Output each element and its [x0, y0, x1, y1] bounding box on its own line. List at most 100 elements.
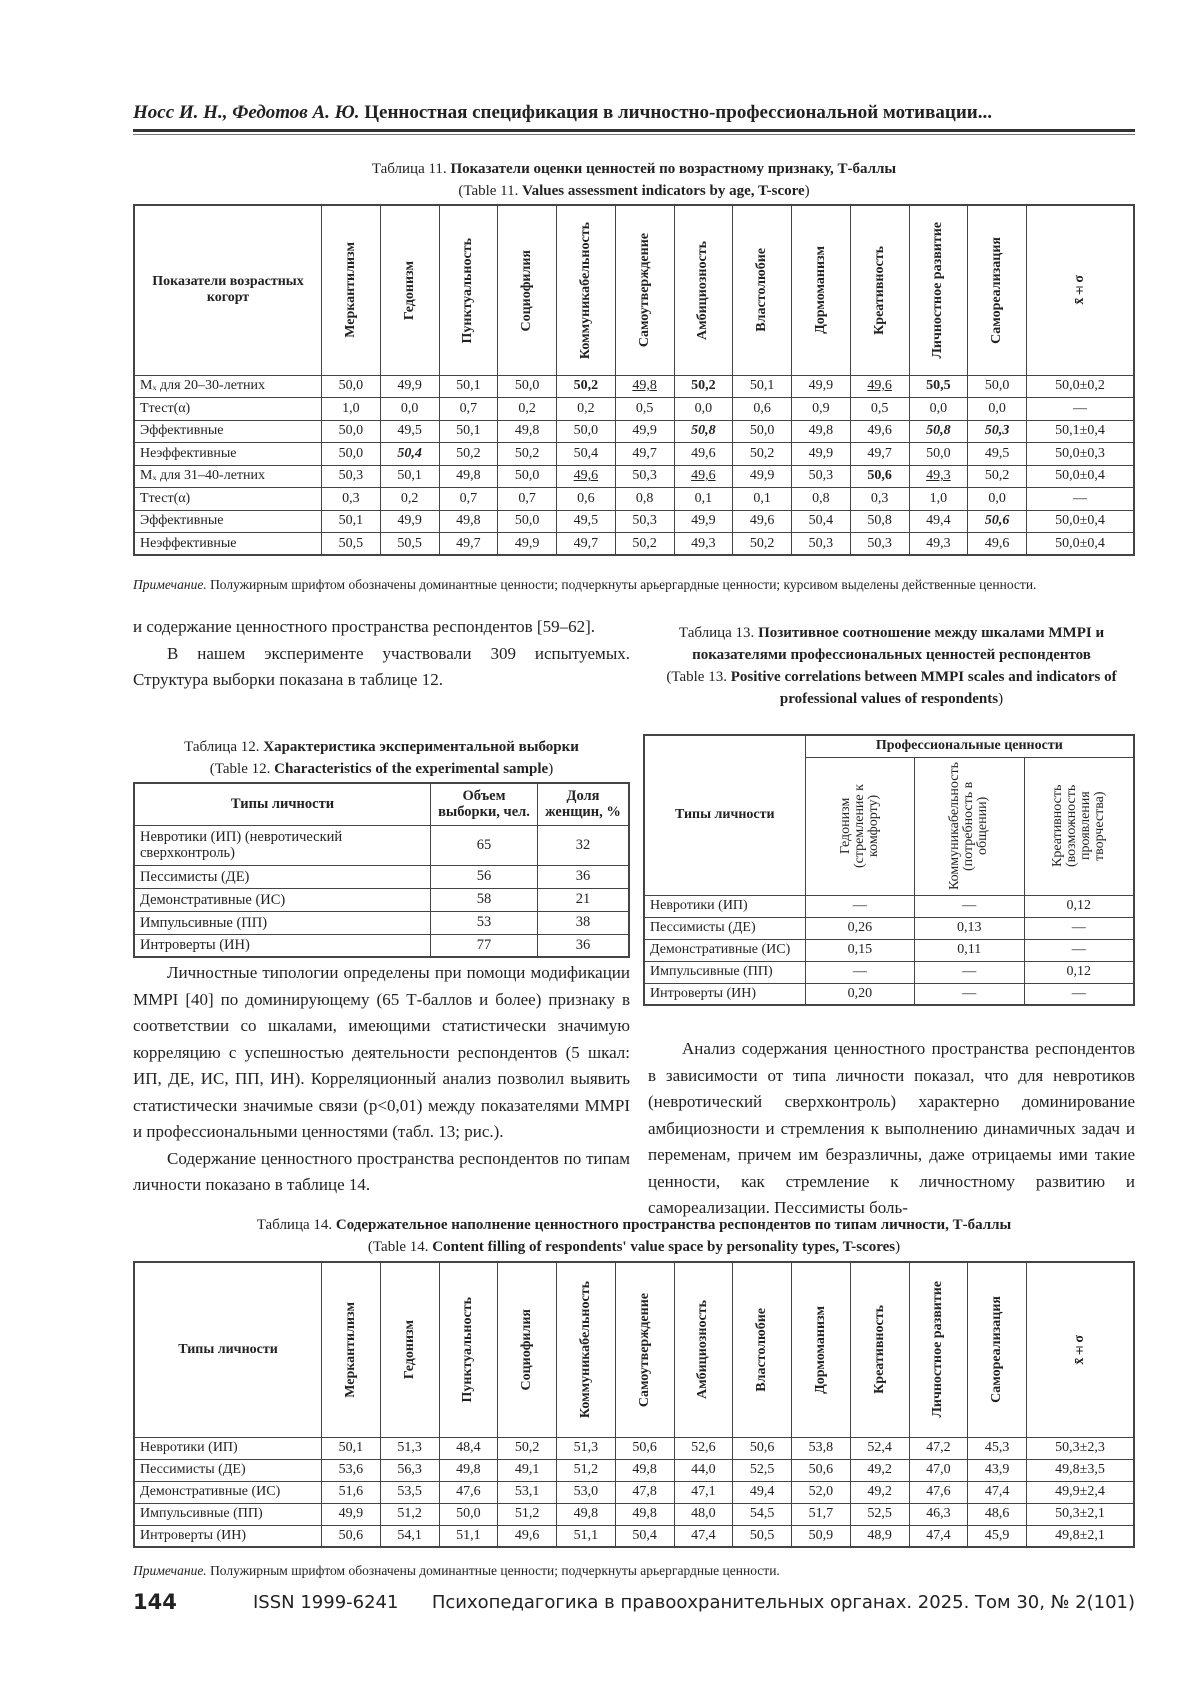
table-cell: 49,8 — [792, 420, 851, 443]
cell-value: 45,3 — [985, 1440, 1010, 1455]
column-header: Коммуникабельность — [557, 1262, 616, 1437]
cell-value: 0,1 — [695, 491, 713, 506]
cell-value: 50,6 — [339, 1528, 364, 1543]
column-header-label: Гедонизм — [402, 261, 418, 320]
cell-value: 50,6 — [985, 513, 1010, 528]
table-row: Эффективные50,149,949,850,049,550,349,94… — [134, 510, 1134, 533]
cell-value: 0,7 — [460, 401, 478, 416]
caption-title-ru: Характеристика экспериментальной выборки — [263, 739, 579, 755]
table-row: Интроверты (ИН)0,20—— — [644, 983, 1134, 1005]
table-row: Ттест(α)1,00,00,70,20,20,50,00,60,90,50,… — [134, 398, 1134, 421]
cell-value: 0,0 — [988, 401, 1006, 416]
cell-value: 50,0 — [926, 446, 951, 461]
table-cell: — — [1027, 398, 1135, 421]
column-header-label: Самоутверждение — [637, 1293, 653, 1407]
column-header-label: Личностное развитие — [930, 1281, 946, 1418]
column-header-label: Коммуникабельность — [578, 222, 594, 359]
cell-value: 52,5 — [867, 1506, 892, 1521]
column-header: x̄±σ — [1027, 205, 1135, 375]
cell-value: 49,7 — [456, 536, 481, 551]
cell-value: 48,9 — [867, 1528, 892, 1543]
cell-value: 0,8 — [636, 491, 654, 506]
column-header: Самореализация — [968, 1262, 1027, 1437]
cell-value: 49,2 — [867, 1484, 892, 1499]
column-header: Властолюбие — [733, 1262, 792, 1437]
cell-value: 49,9 — [515, 536, 540, 551]
table-cell: 53,0 — [557, 1481, 616, 1503]
table-cell: 51,1 — [557, 1525, 616, 1547]
cell-value: 50,8 — [691, 423, 716, 438]
table-cell: 0,6 — [733, 398, 792, 421]
journal-name: Психопедагогика в правоохранительных орг… — [432, 1592, 1135, 1613]
row-label: Mₓ для 31–40-летних — [134, 465, 322, 488]
header-row: Показатели возрастных когортМеркантилизм… — [134, 205, 1134, 375]
table-cell: 50,2 — [498, 443, 557, 466]
note-text: Полужирным шрифтом обозначены доминантны… — [210, 1563, 780, 1578]
table-cell: 50,3 — [322, 465, 381, 488]
cell-value: 50,0 — [339, 423, 364, 438]
table-cell: 50,1 — [322, 510, 381, 533]
table-row: Интроверты (ИН)50,654,151,149,651,150,44… — [134, 1525, 1134, 1547]
cell-value: 50,3 — [867, 536, 892, 551]
paragraph: Личностные типологии определены при помо… — [133, 960, 630, 1146]
left-column-top-text: и содержание ценностного пространства ре… — [133, 614, 630, 694]
caption-prefix: Таблица 12. — [184, 739, 259, 755]
table-cell: 50,5 — [733, 1525, 792, 1547]
table-cell: — — [915, 961, 1024, 983]
table-cell: 50,0 — [733, 420, 792, 443]
caption-prefix-en: (Table 12. — [210, 761, 271, 777]
column-header-label: Креативность (возможность проявления тво… — [1051, 761, 1107, 891]
cell-value: 47,1 — [691, 1484, 716, 1499]
caption-prefix: Таблица 14. — [257, 1217, 332, 1233]
table-cell: 47,4 — [968, 1481, 1027, 1503]
column-header-label: Гедонизм (стремление к комфорту) — [839, 761, 881, 891]
table-cell: 50,2 — [439, 443, 498, 466]
cell-value: 51,2 — [515, 1506, 540, 1521]
row-label: Импульсивные (ПП) — [134, 1503, 322, 1525]
table-cell: 0,9 — [792, 398, 851, 421]
cell-value: 0,3 — [342, 491, 360, 506]
cell-value: 47,2 — [926, 1440, 951, 1455]
cell-value: 0,6 — [753, 401, 771, 416]
page-number: 144 — [133, 1590, 177, 1614]
cell-value: 50,2 — [750, 536, 775, 551]
row-label: Пессимисты (ДЕ) — [134, 865, 431, 888]
table-cell: 49,2 — [850, 1481, 909, 1503]
table-cell: 50,4 — [792, 510, 851, 533]
table-cell: 38 — [538, 911, 630, 934]
table-cell: 50,0±0,4 — [1027, 510, 1135, 533]
table-cell: 49,9 — [792, 375, 851, 398]
cell-value: 49,8 — [456, 468, 481, 483]
corner-header: Типы личности — [644, 735, 805, 895]
row-label: Эффективные — [134, 420, 322, 443]
cell-value: 50,0 — [515, 468, 540, 483]
cell-value: 50,5 — [750, 1528, 775, 1543]
cell-value: 50,2 — [515, 446, 540, 461]
note-text: Полужирным шрифтом обозначены доминантны… — [210, 577, 1036, 592]
cell-value: 49,9 — [809, 378, 834, 393]
table-cell: 49,7 — [615, 443, 674, 466]
column-header: Социофилия — [498, 205, 557, 375]
table-cell: 50,2 — [557, 375, 616, 398]
cell-value: 50,2 — [632, 536, 657, 551]
table-cell: 50,6 — [615, 1437, 674, 1459]
table-cell: 0,11 — [915, 939, 1024, 961]
row-label: Неэффективные — [134, 443, 322, 466]
cell-value: 50,6 — [632, 1440, 657, 1455]
table-cell: 48,9 — [850, 1525, 909, 1547]
column-header-label: Креативность — [872, 246, 888, 335]
column-header: Самореализация — [968, 205, 1027, 375]
column-header: Пунктуальность — [439, 205, 498, 375]
cell-value: 50,0 — [339, 378, 364, 393]
cell-value: 51,2 — [397, 1506, 422, 1521]
cell-value: 50,1±0,4 — [1055, 423, 1105, 438]
table-cell: 54,5 — [733, 1503, 792, 1525]
cell-value: 0,2 — [518, 401, 536, 416]
paragraph: В нашем эксперименте участвовали 309 исп… — [133, 641, 630, 694]
table-row: Пессимисты (ДЕ)53,656,349,849,151,249,84… — [134, 1459, 1134, 1481]
table-cell: 50,0 — [498, 510, 557, 533]
cell-value: 52,6 — [691, 1440, 716, 1455]
column-header: Пунктуальность — [439, 1262, 498, 1437]
cell-value: 50,5 — [926, 378, 951, 393]
table-cell: 49,8 — [557, 1503, 616, 1525]
